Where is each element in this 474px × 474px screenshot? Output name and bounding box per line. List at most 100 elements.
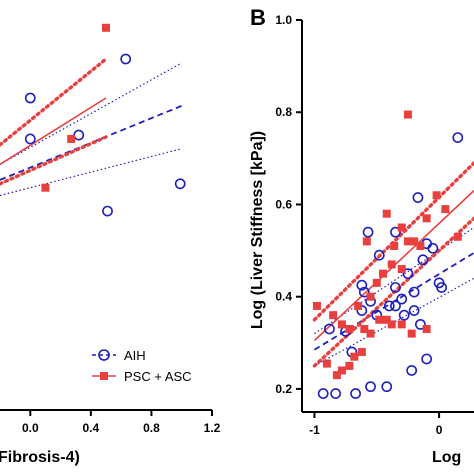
panel-b-psc-asc-point <box>403 110 412 119</box>
panel-a-psc-asc-point <box>41 183 50 192</box>
panel-b-aih-point <box>383 300 395 312</box>
panel-b-aih-point <box>408 286 420 298</box>
panel-b-psc-asc-point <box>354 301 363 310</box>
panel-b-aih-point <box>390 282 401 293</box>
panel-b-psc-asc-point <box>345 361 354 370</box>
panel-b-y-tick-label: 0.2 <box>275 382 292 396</box>
panel-a-aih-point <box>102 205 113 217</box>
panel-a-psc-ci-lower-line <box>0 135 108 186</box>
panel-b-aih-point <box>427 242 439 254</box>
panel-b-psc-asc-point <box>322 359 331 368</box>
panel-a-aih-ci-lower-line <box>0 148 182 197</box>
panel-b-aih-point <box>390 300 401 312</box>
panel-a-aih-point <box>73 129 85 141</box>
panel-b-psc-asc-point <box>350 352 359 361</box>
panel-b-psc-asc-point <box>372 278 381 287</box>
panel-b-psc-asc-point <box>329 311 338 320</box>
panel-b-psc-asc-point <box>337 320 346 329</box>
panel-b-plot-area <box>312 110 474 399</box>
panel-b-aih-point <box>398 309 410 321</box>
panel-b-aih-point <box>373 249 385 261</box>
panel-b-x-ticks: -1 0 <box>309 412 443 437</box>
panel-b-psc-asc-point <box>390 241 399 250</box>
panel-b-psc-asc-point <box>337 366 346 375</box>
panel-b-psc-asc-point <box>397 223 406 232</box>
panel-b-aih-point <box>402 268 414 280</box>
panel-a-aih-ci-upper-line <box>0 62 183 165</box>
panel-b-aih-point <box>330 388 342 399</box>
panel-b-psc-ci-upper-line <box>312 161 474 322</box>
panel-b-letter: B <box>250 5 266 30</box>
panel-a-psc-asc-point <box>67 134 76 143</box>
panel-b-aih-point <box>356 279 368 291</box>
panel-b-psc-asc-point <box>422 214 431 223</box>
panel-b-aih-point <box>436 282 447 293</box>
panel-b-aih-point <box>412 192 424 203</box>
panel-b-y-tick-label: 0.6 <box>275 197 292 211</box>
panel-a-x-tick-label: 1.2 <box>204 421 221 435</box>
panel-b-psc-asc-point <box>397 265 406 274</box>
panel-a-psc-ci-upper-line <box>0 57 108 147</box>
panel-a-x-ticks: 0.0 0.4 0.8 1.2 <box>22 410 221 435</box>
panel-b-x-tick-label: -1 <box>309 423 320 437</box>
panel-a-x-tick-label: 0.0 <box>22 421 39 435</box>
panel-b-psc-asc-point <box>375 315 384 324</box>
panel-b-y-axis-label: Log (Liver Stiffness [kPa]) <box>249 131 266 329</box>
panel-b-aih-point <box>365 381 376 393</box>
panel-b-aih-point <box>417 254 429 266</box>
panel-b-y-tick-label: 0.4 <box>275 290 292 304</box>
panel-a-aih-point <box>24 133 36 145</box>
panel-a-x-tick-label: 0.8 <box>143 421 160 435</box>
panel-a-aih-point <box>174 178 186 190</box>
panel-a-legend: AIH PSC + ASC <box>92 348 192 384</box>
panel-a-aih-regression-line <box>0 104 183 181</box>
panel-a: 0.0 0.4 0.8 1.2 Fibrosis-4) AIH PSC + ASC <box>0 23 221 466</box>
panel-b-psc-asc-point <box>453 232 462 241</box>
panel-b-psc-asc-point <box>360 324 369 333</box>
panel-a-aih-point <box>120 53 132 65</box>
panel-b-aih-point <box>421 353 433 365</box>
panel-b: B 0.2 0.4 0.6 0.8 1.0 -1 0 Log (Liver Stiffne… <box>249 5 474 466</box>
panel-b-y-tick-label: 1.0 <box>275 13 292 27</box>
panel-b-aih-point <box>324 323 335 335</box>
panel-b-y-tick-label: 0.8 <box>275 105 292 119</box>
panel-a-plot-area <box>0 23 186 217</box>
panel-b-aih-point <box>362 226 374 238</box>
panel-b-psc-asc-point <box>441 205 450 214</box>
panel-a-psc-regression-line <box>0 97 107 165</box>
panel-b-aih-point <box>396 293 408 305</box>
panel-b-psc-asc-point <box>382 315 391 324</box>
panel-b-aih-point <box>452 132 464 143</box>
panel-a-aih-point <box>24 92 36 104</box>
panel-b-psc-asc-point <box>397 320 406 329</box>
panel-b-x-tick-label: 0 <box>436 423 443 437</box>
panel-b-psc-asc-point <box>366 292 375 301</box>
panel-b-y-ticks: 0.2 0.4 0.6 0.8 1.0 <box>275 13 302 396</box>
panel-b-aih-point <box>415 318 426 330</box>
panel-b-psc-asc-point <box>332 371 341 380</box>
panel-b-psc-asc-point <box>432 191 441 200</box>
panel-b-psc-asc-point <box>366 329 375 338</box>
panel-b-psc-asc-point <box>387 320 396 329</box>
legend-psc-label: PSC + ASC <box>124 369 192 384</box>
panel-b-psc-asc-point <box>362 237 371 246</box>
panel-b-psc-asc-point <box>312 301 321 310</box>
panel-b-psc-asc-point <box>403 237 412 246</box>
panel-b-psc-asc-point <box>382 209 391 218</box>
panel-b-psc-asc-point <box>410 237 419 246</box>
panel-b-aih-point <box>406 365 418 376</box>
panel-b-psc-asc-point <box>407 329 416 338</box>
panel-b-aih-point <box>350 388 361 399</box>
panel-b-aih-point <box>381 381 393 393</box>
legend-aih-label: AIH <box>124 348 146 363</box>
panel-b-psc-asc-point <box>357 348 366 357</box>
panel-b-psc-asc-point <box>416 241 425 250</box>
panel-b-psc-asc-point <box>345 324 354 333</box>
panel-a-x-tick-label: 0.4 <box>83 421 100 435</box>
panel-b-aih-point <box>390 226 401 238</box>
panel-b-x-axis-label: Log <box>432 449 461 466</box>
panel-b-psc-asc-point <box>379 269 388 278</box>
panel-a-x-axis-label: Fibrosis-4) <box>0 449 80 466</box>
panel-b-aih-point <box>358 286 370 298</box>
